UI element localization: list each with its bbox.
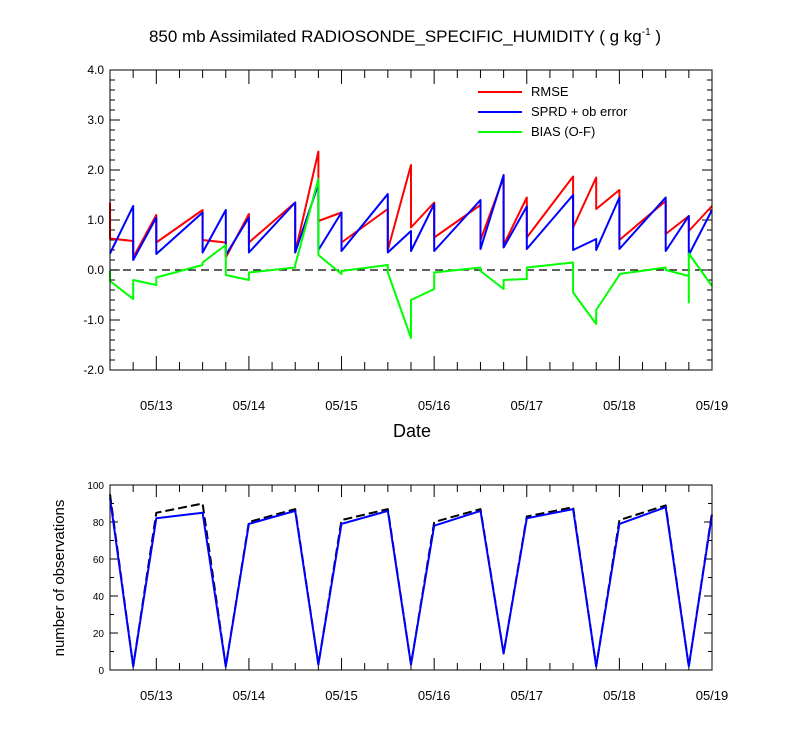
x-axis-label: Date (393, 421, 431, 441)
top-panel: -2.0 -1.0 0.0 1.0 2.0 3.0 4.0 05/13 05/14 05/15 05… (83, 63, 728, 413)
y-axis-label-observations: number of observations (51, 500, 68, 657)
ytick-label: 80 (93, 518, 105, 529)
top-plot-frame (109, 69, 713, 371)
ytick-label: -1.0 (83, 313, 104, 327)
series-line-possible (109, 494, 713, 668)
xtick-label: 05/16 (418, 688, 451, 703)
xtick-label: 05/18 (603, 398, 636, 413)
legend: RMSE SPRD + ob error BIAS (O-F) (478, 84, 628, 139)
chart-title: 850 mb Assimilated RADIOSONDE_SPECIFIC_H… (149, 27, 661, 46)
xtick-label: 05/13 (140, 688, 173, 703)
ytick-label: -2.0 (83, 363, 104, 377)
ytick-label: 3.0 (87, 113, 104, 127)
xtick-label: 05/17 (510, 688, 543, 703)
bottom-panel: 0 20 40 60 80 100 05/13 05/14 05/15 05/16 05/17 05/… (87, 481, 728, 703)
ytick-label: 0.0 (87, 263, 104, 277)
bottom-plot-frame (109, 484, 713, 671)
xtick-label: 05/14 (233, 688, 266, 703)
xtick-label: 05/13 (140, 398, 173, 413)
xtick-label: 05/18 (603, 688, 636, 703)
series-line-bias-o-f (109, 178, 713, 339)
xtick-label: 05/17 (510, 398, 543, 413)
xtick-label: 05/15 (325, 398, 358, 413)
series-line-sprd-ob-error (109, 174, 713, 261)
ytick-label: 4.0 (87, 63, 104, 77)
legend-label: RMSE (531, 84, 569, 99)
ytick-label: 2.0 (87, 163, 104, 177)
xtick-label: 05/19 (696, 398, 729, 413)
xtick-label: 05/19 (696, 688, 729, 703)
legend-label: BIAS (O-F) (531, 124, 595, 139)
xtick-label: 05/14 (233, 398, 266, 413)
legend-label: SPRD + ob error (531, 104, 628, 119)
ytick-label: 0 (98, 666, 104, 677)
xtick-label: 05/16 (418, 398, 451, 413)
xtick-label: 05/15 (325, 688, 358, 703)
ytick-label: 60 (93, 555, 105, 566)
ytick-label: 100 (87, 481, 104, 492)
ytick-label: 20 (93, 629, 105, 640)
ytick-label: 1.0 (87, 213, 104, 227)
series-line-assimilated (109, 497, 713, 668)
ytick-label: 40 (93, 592, 105, 603)
